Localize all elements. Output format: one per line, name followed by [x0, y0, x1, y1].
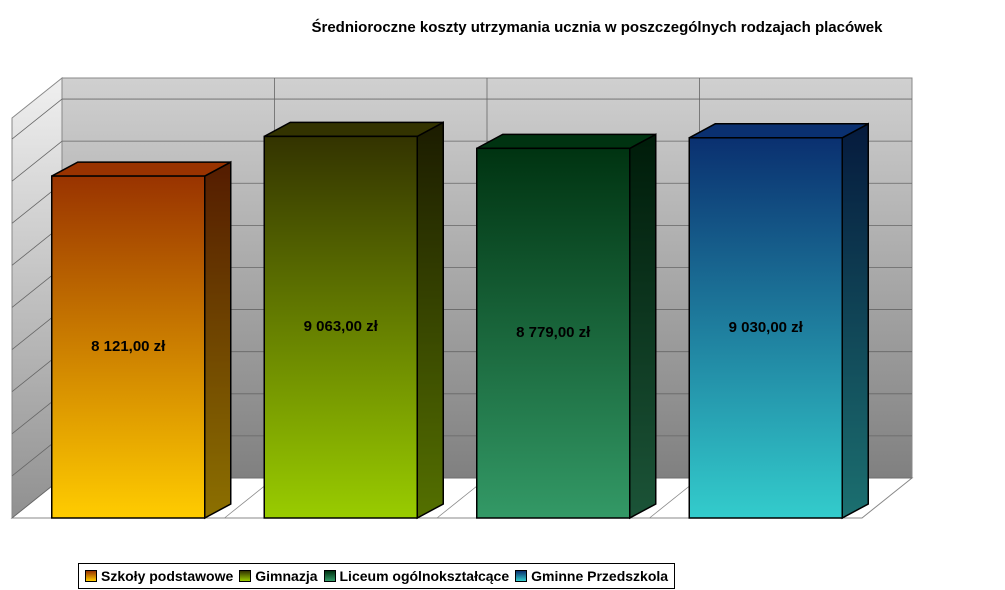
legend-label: Liceum ogólnokształcące	[339, 568, 510, 584]
legend-item: Szkoły podstawowe	[85, 568, 233, 584]
value-label: 8 779,00 zł	[516, 324, 591, 341]
bar-top	[476, 133, 657, 150]
legend-swatch	[323, 570, 336, 582]
value-label: 9 030,00 zł	[729, 319, 804, 336]
legend-label: Gminne Przedszkola	[531, 568, 669, 584]
legend-item: Liceum ogólnokształcące	[323, 568, 510, 584]
bar-top	[51, 161, 232, 177]
legend-swatch	[239, 570, 252, 582]
legend-swatch	[85, 570, 97, 582]
legend-item: Gimnazja	[239, 568, 318, 584]
value-label: 8 121,00 zł	[91, 338, 166, 355]
legend: Szkoły podstawowe Gimnazja Liceum ogólnoks…	[78, 563, 676, 589]
bar-side-shade	[417, 122, 444, 519]
legend-swatch	[515, 570, 528, 582]
legend-label: Gimnazja	[255, 568, 318, 584]
bar	[263, 135, 418, 519]
chart-title: Średnioroczne koszty utrzymania ucznia w…	[312, 18, 884, 36]
bar-side-shade	[629, 134, 656, 518]
bar-side-shade	[842, 123, 869, 518]
bar-side-shade	[204, 162, 231, 518]
chart: Średnioroczne koszty utrzymania ucznia w…	[10, 18, 914, 520]
bar	[51, 175, 206, 519]
grid-line	[11, 98, 63, 140]
bar-top	[688, 123, 869, 139]
bar-top	[263, 121, 444, 138]
grid-line	[11, 140, 63, 182]
value-label: 9 063,00 zł	[304, 318, 379, 335]
bar	[476, 147, 631, 519]
bar	[688, 137, 843, 519]
legend-label: Szkoły podstawowe	[101, 568, 234, 584]
legend-item: Gminne Przedszkola	[515, 568, 668, 584]
